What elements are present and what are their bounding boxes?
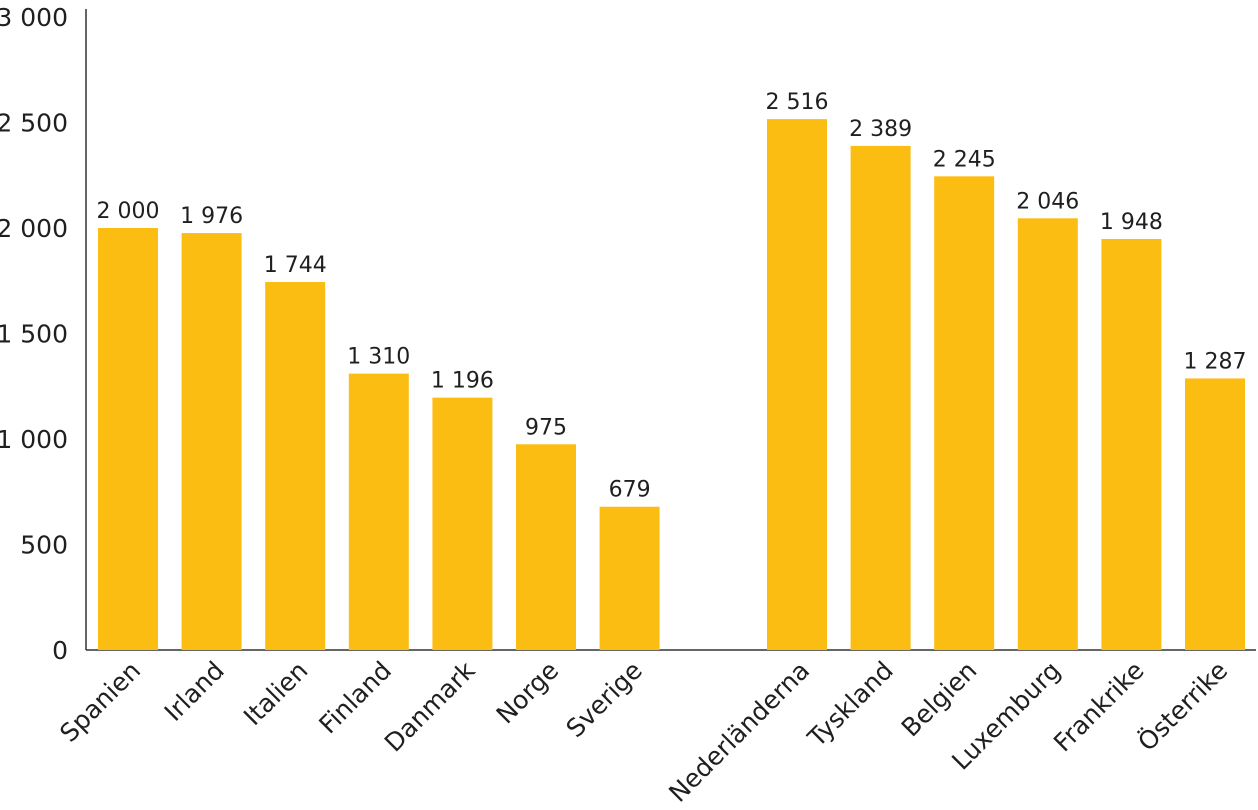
bar: [265, 282, 326, 650]
category-label: Italien: [238, 656, 313, 731]
category-label: Nederländerna: [663, 656, 815, 808]
bar: [516, 444, 576, 650]
bar: [599, 506, 660, 650]
bar: [934, 176, 995, 650]
category-label: Österrike: [1132, 656, 1233, 757]
bar-value-label: 1 310: [347, 345, 410, 370]
bar: [348, 373, 409, 650]
bar-value-label: 975: [525, 415, 567, 440]
bar-value-label: 1 744: [264, 253, 327, 278]
bar: [98, 228, 158, 650]
bar-value-label: 2 000: [97, 199, 160, 224]
category-label: Tyskland: [802, 656, 899, 753]
category-label: Sverige: [560, 656, 647, 743]
y-tick-label: 2 500: [0, 109, 68, 138]
bar-value-label: 679: [609, 478, 651, 503]
category-label: Finland: [313, 656, 397, 740]
y-tick-label: 0: [52, 636, 68, 665]
bar: [432, 397, 493, 650]
y-tick-label: 500: [20, 531, 68, 560]
y-tick-label: 1 500: [0, 320, 68, 349]
y-tick-label: 3 000: [0, 3, 68, 32]
bar-value-label: 2 245: [933, 147, 996, 172]
bar-value-label: 1 976: [180, 204, 243, 229]
bar-value-label: 1 948: [1100, 210, 1163, 235]
category-label: Frankrike: [1048, 656, 1150, 758]
bar: [1017, 218, 1078, 650]
category-label: Norge: [491, 656, 565, 730]
bar-value-label: 2 516: [766, 90, 829, 115]
bar-value-label: 1 196: [431, 369, 494, 394]
category-label: Danmark: [379, 655, 481, 757]
bar-value-labels: 2 000 1 976 1 744 1 310 1 196 975 679 2 516 2 38…: [97, 90, 1247, 503]
bar: [850, 145, 911, 650]
bar-value-label: 1 287: [1184, 349, 1247, 374]
y-tick-label: 2 000: [0, 214, 68, 243]
bar: [1101, 238, 1162, 651]
category-label: Irland: [159, 656, 230, 727]
bar: [181, 233, 242, 650]
y-tick-label: 1 000: [0, 425, 68, 454]
bar-value-label: 2 389: [849, 117, 912, 142]
bar: [767, 119, 827, 650]
category-label: Spanien: [54, 656, 146, 748]
bar-value-label: 2 046: [1016, 189, 1079, 214]
category-label: Belgien: [896, 656, 983, 743]
bars: [98, 119, 1245, 651]
bar: [1185, 378, 1245, 650]
